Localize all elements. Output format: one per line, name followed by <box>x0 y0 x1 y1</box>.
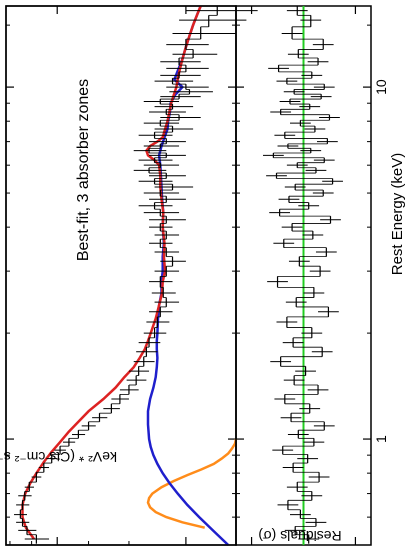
axis-labels: Rest Energy (keV) keV² * (Cts cm⁻² s⁻¹ k… <box>0 79 406 544</box>
best-fit-model-line <box>21 5 202 540</box>
energy-tick-label: 1 <box>373 435 389 443</box>
spectrum-panel: 2×10−35×10−3 <box>5 5 371 546</box>
x-axis-label: Rest Energy (keV) <box>389 153 406 276</box>
energy-tick-label: 10 <box>373 79 389 95</box>
fit-annotation: Best-fit, 3 absorber zones <box>75 79 92 261</box>
residuals-panel: 11050−5 <box>235 5 389 546</box>
soft-component-line <box>146 438 238 529</box>
residuals-y-axis-label: Residuals (σ) <box>258 528 341 544</box>
spectrum-y-axis-label: keV² * (Cts cm⁻² s⁻¹ keV⁻¹) <box>0 449 117 465</box>
